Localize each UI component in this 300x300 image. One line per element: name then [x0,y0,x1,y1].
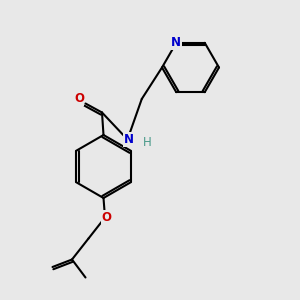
Text: O: O [74,92,84,106]
Text: N: N [124,133,134,146]
Text: N: N [171,36,181,49]
Text: O: O [101,211,112,224]
Text: H: H [142,136,152,149]
